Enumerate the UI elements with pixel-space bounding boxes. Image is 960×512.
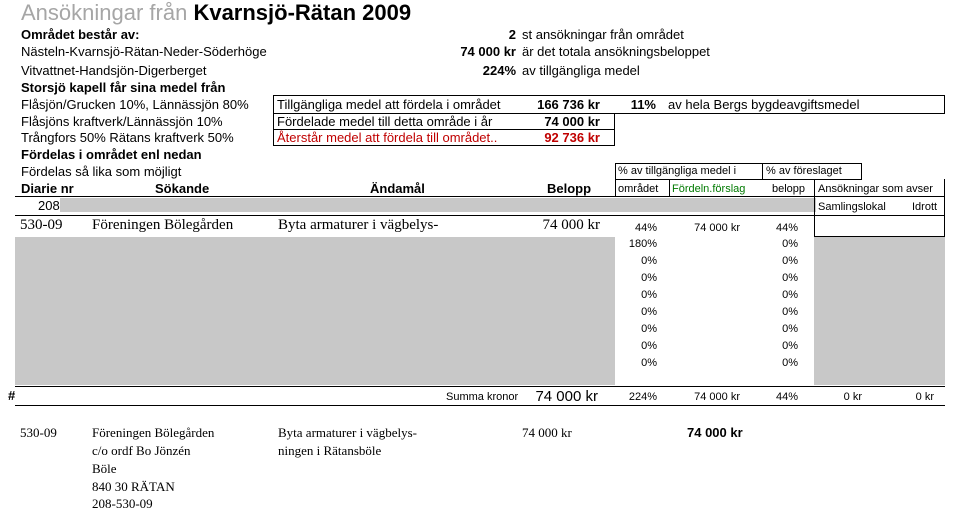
group-header-box (615, 163, 862, 180)
row1-fordeln: 74 000 kr (694, 222, 740, 234)
detail-belopp: 74 000 kr (522, 425, 572, 440)
extra-row-pct-foreslaget: 0% (782, 306, 798, 318)
header-belopp: Belopp (547, 181, 592, 196)
sum-hash: # (8, 388, 16, 403)
detail-diarie: 530-09 (20, 425, 57, 440)
distribute-label: Fördelas i området enl nedan (21, 147, 202, 162)
distribute-text: Fördelas så lika som möjligt (21, 164, 182, 179)
available-funds-percent: 11% (630, 97, 656, 112)
extra-row-pct-omradet: 0% (641, 340, 657, 352)
sum-samlingslokal: 0 kr (843, 391, 862, 403)
extra-row-pct-foreslaget: 0% (782, 340, 798, 352)
remaining-funds-value: 92 736 kr (544, 130, 600, 145)
detail-sokande-5: 208-530-09 (92, 496, 153, 511)
extra-row-pct-foreslaget: 0% (782, 238, 798, 250)
row1-category-box (814, 215, 945, 237)
area-name-2: Vitvattnet-Handsjön-Digerberget (21, 63, 207, 78)
page-title: Ansökningar från Kvarnsjö-Rätan 2009 (21, 0, 411, 26)
sum-belopp: 74 000 kr (535, 388, 598, 405)
row1-sokande: Föreningen Bölegården (92, 217, 234, 233)
available-funds-value: 166 736 kr (537, 97, 600, 112)
extra-row-pct-foreslaget: 0% (782, 357, 798, 369)
detail-fordeln: 74 000 kr (687, 425, 743, 440)
header-omradet: området (618, 183, 659, 195)
extra-row-pct-foreslaget: 0% (782, 289, 798, 301)
sum-label: Summa kronor (446, 391, 519, 403)
available-funds-text: av hela Bergs bygdeavgiftsmedel (668, 97, 860, 112)
diarie-prefix: 208- (38, 198, 65, 213)
header-fordeln: Fördeln.förslag (672, 183, 746, 195)
row1-pct-foreslaget: 44% (775, 222, 798, 234)
extra-row-pct-omradet: 0% (641, 306, 657, 318)
application-count-text: st ansökningar från området (522, 27, 684, 42)
detail-sokande-2: c/o ordf Bo Jönzén (92, 443, 191, 458)
sum-pct: 224% (628, 391, 657, 403)
distributed-funds-label: Fördelade medel till detta område i år (277, 114, 493, 129)
extra-row-pct-foreslaget: 0% (782, 323, 798, 335)
distributed-funds-value: 74 000 kr (544, 114, 600, 129)
available-funds-label: Tillgängliga medel att fördela i området (277, 97, 501, 112)
funds-source-2: Flåsjöns kraftverk/Lännässjön 10% (21, 114, 223, 129)
funds-source-3: Trångfors 50% Rätans kraftverk 50% (21, 130, 234, 145)
extra-row-pct-omradet: 0% (641, 289, 657, 301)
detail-andamal-1: Byta armaturer i vägbelys- (278, 425, 417, 440)
group-header-proposed: % av föreslaget (766, 165, 842, 177)
header-belopp-2: belopp (772, 183, 806, 195)
header-diarie: Diarie nr (21, 181, 74, 196)
extra-row-pct-omradet: 0% (641, 255, 657, 267)
empty-category-shading (814, 237, 945, 385)
detail-andamal-2: ningen i Rätansböle (278, 443, 382, 458)
sum-pct-2: 44% (775, 391, 798, 403)
area-label: Området består av: (21, 27, 140, 42)
total-amount: 74 000 kr (460, 44, 516, 59)
title-area: Kvarnsjö-Rätan 2009 (193, 0, 412, 25)
extra-row-pct-omradet: 0% (641, 272, 657, 284)
row1-pct-omradet: 44% (634, 222, 657, 234)
subheader-idrott: Idrott (912, 201, 938, 213)
row1-andamal: Byta armaturer i vägbelys- (278, 217, 439, 233)
row1-diarie: 530-09 (20, 217, 63, 233)
funds-source-1: Flåsjön/Grucken 10%, Lännässjön 80% (21, 97, 249, 112)
extra-row-pct-omradet: 0% (641, 357, 657, 369)
percent-available: 224% (482, 63, 516, 78)
extra-row-pct-foreslaget: 0% (782, 255, 798, 267)
area-name: Nästeln-Kvarnsjö-Rätan-Neder-Söderhöge (21, 44, 267, 59)
remaining-funds-label: Återstår medel att fördela till området.… (277, 130, 498, 145)
row1-belopp: 74 000 kr (542, 217, 601, 233)
header-sokande: Sökande (155, 181, 210, 196)
header-ansokningar: Ansökningar som avser (818, 183, 933, 195)
subheader-samlingslokal: Samlingslokal (818, 201, 886, 213)
group-header-area: % av tillgängliga medel i (618, 165, 737, 177)
header-andamal: Ändamål (370, 181, 425, 196)
funds-source-label: Storsjö kapell får sina medel från (21, 80, 226, 95)
application-count: 2 (508, 27, 516, 42)
remaining-funds-row (273, 129, 615, 146)
prefix-row-shading (60, 198, 816, 212)
detail-sokande-4: 840 30 RÄTAN (92, 479, 175, 494)
extra-row-pct-omradet: 0% (641, 323, 657, 335)
detail-sokande-1: Föreningen Bölegården (92, 425, 215, 440)
percent-available-text: av tillgängliga medel (522, 63, 640, 78)
extra-row-pct-omradet: 180% (628, 238, 657, 250)
sum-fordeln: 74 000 kr (694, 391, 740, 403)
detail-sokande-3: Böle (92, 461, 117, 476)
empty-rows-shading (15, 237, 615, 385)
extra-row-pct-foreslaget: 0% (782, 272, 798, 284)
title-prefix: Ansökningar från (21, 0, 188, 25)
sum-idrott: 0 kr (915, 391, 934, 403)
total-amount-text: är det totala ansökningsbeloppet (522, 44, 710, 59)
